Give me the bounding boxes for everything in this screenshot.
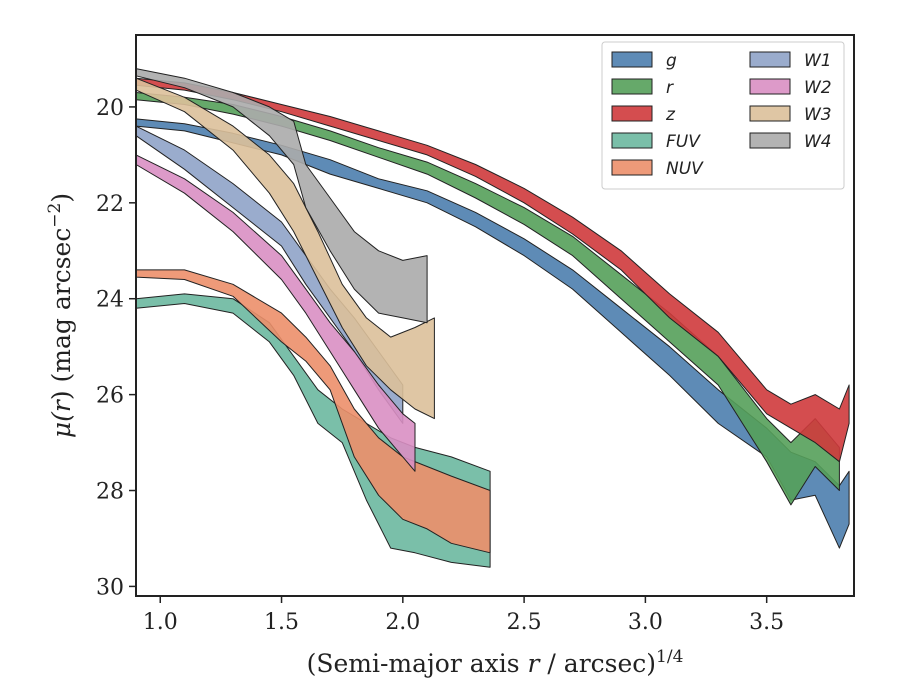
y-tick-label: 24: [96, 288, 124, 313]
legend-label-r: r: [666, 78, 674, 98]
legend-swatch-w3: [749, 105, 791, 122]
plot-frame: [135, 34, 855, 597]
legend-swatch-w4: [749, 132, 791, 149]
legend-swatch-r: [611, 78, 653, 95]
legend-swatch-g: [611, 51, 653, 68]
band-g: [135, 118, 850, 549]
x-tick-label: 2.5: [507, 610, 542, 635]
y-tick-label: 20: [96, 96, 124, 121]
profile-bands: [135, 68, 850, 568]
legend-swatch-nuv: [611, 159, 653, 176]
legend: grz FUV NUV W1 W2 W3 W4: [601, 41, 845, 190]
legend-swatch-w2: [749, 78, 791, 95]
legend-label-w1: W1: [804, 51, 832, 71]
legend-label-w4: W4: [804, 132, 832, 152]
legend-label-fuv: FUV: [666, 132, 701, 152]
legend-label-z: z: [665, 105, 676, 125]
band-w3: [135, 77, 435, 420]
y-tick-label: 22: [96, 192, 124, 217]
band-r: [135, 92, 840, 506]
legend-label-w2: W2: [804, 78, 832, 98]
x-tick-label: 1.5: [264, 610, 299, 635]
y-tick-label: 28: [96, 480, 124, 505]
y-axis-label: μ(r) (mag arcsec−2): [45, 193, 76, 438]
legend-swatch-z: [611, 105, 653, 122]
x-tick-label: 3.5: [749, 610, 784, 635]
y-tick-label: 30: [96, 575, 124, 600]
x-axis-ticks: 1.0 1.5 2.0 2.5 3.0 3.5: [143, 596, 784, 635]
band-w4: [135, 68, 428, 324]
legend-label-nuv: NUV: [666, 159, 704, 179]
x-axis-label: (Semi-major axis r / arcsec)1/4: [307, 647, 684, 678]
x-tick-label: 1.0: [143, 610, 178, 635]
band-nuv: [135, 269, 491, 554]
legend-swatch-fuv: [611, 132, 653, 149]
legend-label-g: g: [666, 51, 677, 71]
band-w2: [135, 154, 416, 472]
legend-swatch-w1: [749, 51, 791, 68]
y-tick-label: 26: [96, 384, 124, 409]
legend-label-w3: W3: [804, 105, 832, 125]
band-z: [135, 77, 850, 463]
x-tick-label: 3.0: [628, 610, 663, 635]
y-axis-ticks: 20 22 24 26 28 30: [96, 96, 136, 600]
x-tick-label: 2.0: [385, 610, 420, 635]
